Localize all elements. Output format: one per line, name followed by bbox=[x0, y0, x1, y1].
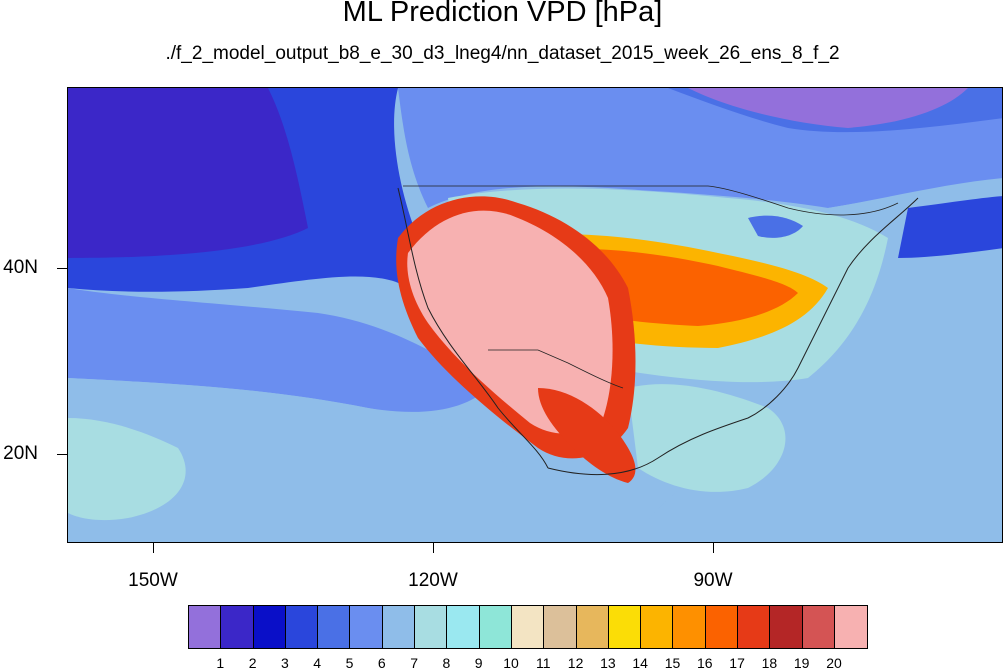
arctic-region bbox=[688, 88, 968, 128]
colorbar-tick-label: 15 bbox=[664, 655, 681, 671]
colorbar-tick-label: 5 bbox=[345, 655, 354, 671]
colorbar-swatch bbox=[673, 606, 706, 648]
colorbar-swatch bbox=[802, 606, 835, 648]
lon-label-120w: 120W bbox=[408, 570, 458, 591]
lat-tick-40n bbox=[57, 268, 67, 269]
lat-tick-20n bbox=[57, 454, 67, 455]
ocean-band-region bbox=[68, 288, 488, 412]
colorbar-tick-label: 8 bbox=[442, 655, 451, 671]
colorbar-swatch bbox=[350, 606, 383, 648]
lon-tick-150w bbox=[153, 543, 154, 553]
gulf-region bbox=[628, 384, 786, 492]
colorbar-swatch bbox=[738, 606, 771, 648]
colorbar-tick-label: 7 bbox=[410, 655, 418, 671]
colorbar-swatch bbox=[576, 606, 609, 648]
colorbar-tick-label: 11 bbox=[536, 655, 551, 671]
colorbar-tick-label: 20 bbox=[826, 655, 842, 671]
north-pacific-lowest-region bbox=[68, 88, 308, 258]
colorbar-tick-label: 1 bbox=[216, 655, 225, 671]
coastline bbox=[397, 187, 919, 475]
lon-tick-90w bbox=[713, 543, 714, 553]
vpd-field-map bbox=[68, 88, 1002, 542]
colorbar-tick-label: 3 bbox=[280, 655, 289, 671]
hawaii-light-region bbox=[68, 418, 186, 521]
colorbar-swatch bbox=[189, 606, 222, 648]
colorbar-tick-label: 10 bbox=[503, 655, 519, 671]
us-mexico-border bbox=[488, 349, 624, 389]
colorbar bbox=[188, 605, 869, 649]
colorbar-tick-label: 17 bbox=[729, 655, 745, 671]
colorbar-swatch bbox=[608, 606, 642, 648]
great-lakes-region bbox=[748, 215, 803, 238]
lon-label-150w: 150W bbox=[128, 570, 178, 591]
map-title: ML Prediction VPD [hPa] bbox=[342, 0, 663, 28]
colorbar-swatch bbox=[253, 606, 286, 648]
colorbar-tick-label: 9 bbox=[474, 655, 483, 671]
colorbar-tick-label: 13 bbox=[600, 655, 616, 671]
colorbar-swatch bbox=[641, 606, 674, 648]
colorbar-swatch bbox=[415, 606, 448, 648]
colorbar-tick-label: 6 bbox=[377, 655, 386, 671]
colorbar-tick-label: 16 bbox=[697, 655, 713, 671]
colorbar-tick-label: 4 bbox=[313, 655, 322, 671]
colorbar-swatch bbox=[285, 606, 319, 648]
colorbar-swatch bbox=[382, 606, 416, 648]
colorbar-swatch bbox=[447, 606, 480, 648]
colorbar-swatch bbox=[770, 606, 803, 648]
colorbar-swatch bbox=[511, 606, 545, 648]
colorbar-swatch bbox=[221, 606, 254, 648]
mexico-dry-region bbox=[538, 388, 636, 483]
lon-label-90w: 90W bbox=[693, 570, 733, 591]
colorbar-swatch bbox=[834, 606, 868, 648]
map-subtitle: ./f_2_model_output_b8_e_30_d3_lneg4/nn_d… bbox=[165, 43, 840, 64]
atlantic-band-region bbox=[898, 196, 1002, 258]
colorbar-tick-label: 18 bbox=[761, 655, 778, 671]
southwest-extreme-region bbox=[407, 210, 613, 434]
colorbar-swatch bbox=[479, 606, 512, 648]
lon-tick-120w bbox=[433, 543, 434, 553]
colorbar-tick-label: 14 bbox=[632, 655, 648, 671]
colorbar-tick-label: 12 bbox=[567, 655, 584, 671]
subtropical-ocean-region bbox=[68, 378, 508, 542]
colorbar-tick-label: 2 bbox=[248, 655, 257, 671]
colorbar-swatch bbox=[705, 606, 739, 648]
lat-label-40n: 40N bbox=[3, 257, 38, 278]
colorbar-swatch bbox=[544, 606, 577, 648]
map-panel bbox=[67, 87, 1003, 543]
us-canada-border bbox=[403, 185, 899, 216]
colorbar-swatch bbox=[318, 606, 351, 648]
colorbar-tick-label: 19 bbox=[793, 655, 810, 671]
lat-label-20n: 20N bbox=[3, 443, 38, 464]
